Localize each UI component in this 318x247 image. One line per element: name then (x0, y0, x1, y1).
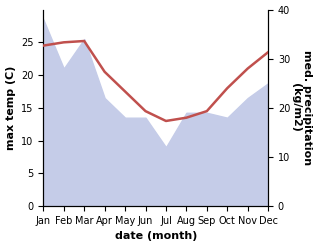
Y-axis label: max temp (C): max temp (C) (5, 66, 16, 150)
Y-axis label: med. precipitation
(kg/m2): med. precipitation (kg/m2) (291, 50, 313, 165)
X-axis label: date (month): date (month) (114, 231, 197, 242)
